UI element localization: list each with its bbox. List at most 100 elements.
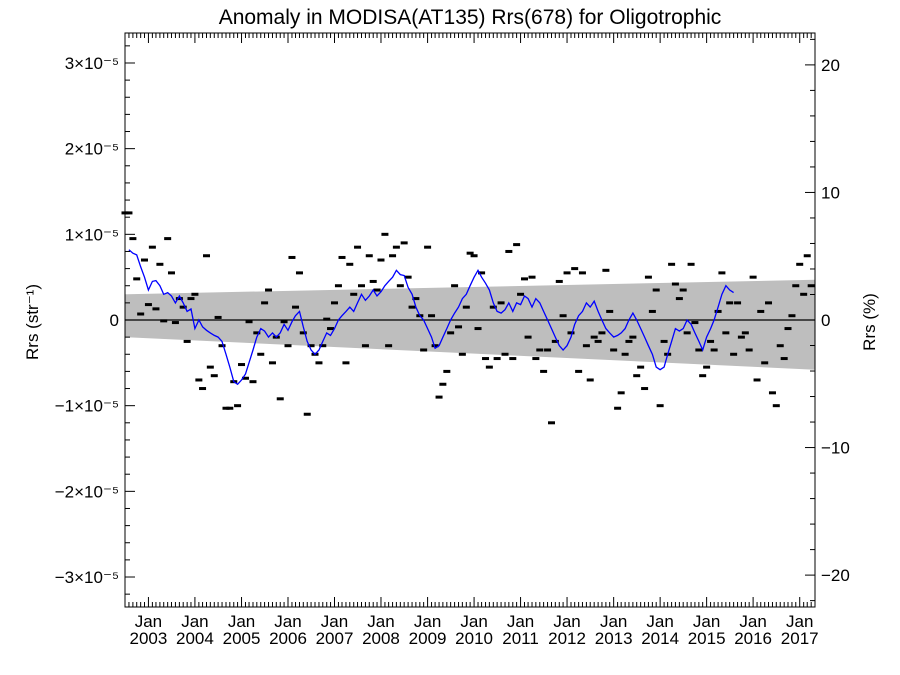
confidence-band bbox=[125, 279, 815, 370]
data-point bbox=[257, 352, 265, 356]
data-point bbox=[536, 348, 544, 352]
x-tick-month-label: Jan bbox=[460, 612, 487, 631]
data-point bbox=[435, 395, 443, 399]
data-point bbox=[586, 378, 594, 382]
data-point bbox=[730, 352, 738, 356]
data-point bbox=[338, 255, 346, 259]
x-tick-month-label: Jan bbox=[553, 612, 580, 631]
data-point bbox=[400, 241, 408, 245]
x-tick-year-label: 2006 bbox=[269, 629, 307, 648]
data-point bbox=[582, 344, 590, 348]
data-point bbox=[734, 301, 742, 305]
data-point bbox=[125, 211, 133, 215]
data-point bbox=[621, 352, 629, 356]
data-point bbox=[644, 275, 652, 279]
x-tick-year-label: 2016 bbox=[734, 629, 772, 648]
right-tick-label: 20 bbox=[821, 56, 840, 75]
data-point bbox=[156, 262, 164, 266]
right-tick-label: 10 bbox=[821, 183, 840, 202]
data-point bbox=[323, 317, 331, 321]
data-point bbox=[392, 245, 400, 249]
x-axis: Jan2003Jan2004Jan2005Jan2006Jan2007Jan20… bbox=[124, 33, 819, 648]
x-tick-month-label: Jan bbox=[507, 612, 534, 631]
right-tick-label: −10 bbox=[821, 439, 850, 458]
data-point bbox=[171, 321, 179, 325]
x-tick-month-label: Jan bbox=[600, 612, 627, 631]
data-point bbox=[625, 339, 633, 343]
data-point bbox=[598, 331, 606, 335]
data-point bbox=[292, 305, 300, 309]
data-point bbox=[350, 292, 358, 296]
x-tick-year-label: 2015 bbox=[688, 629, 726, 648]
data-point bbox=[757, 309, 765, 313]
data-point bbox=[679, 288, 687, 292]
smoothed-line-path bbox=[128, 249, 734, 386]
data-point bbox=[571, 267, 579, 271]
data-point bbox=[726, 301, 734, 305]
data-point bbox=[404, 275, 412, 279]
data-point bbox=[385, 344, 393, 348]
data-point bbox=[474, 327, 482, 331]
data-point bbox=[179, 305, 187, 309]
data-point bbox=[357, 284, 365, 288]
data-point bbox=[175, 297, 183, 301]
x-tick-year-label: 2013 bbox=[595, 629, 633, 648]
data-point bbox=[780, 357, 788, 361]
data-point bbox=[226, 406, 234, 410]
data-point bbox=[451, 284, 459, 288]
data-point bbox=[540, 369, 548, 373]
data-point bbox=[408, 305, 416, 309]
data-point bbox=[668, 262, 676, 266]
data-point bbox=[381, 232, 389, 236]
data-point bbox=[191, 292, 199, 296]
data-point bbox=[485, 365, 493, 369]
left-axis-title: Rrs (str⁻¹) bbox=[23, 284, 42, 360]
x-tick-month-label: Jan bbox=[739, 612, 766, 631]
data-point bbox=[342, 361, 350, 365]
data-point bbox=[521, 277, 529, 281]
data-point bbox=[137, 312, 145, 316]
data-point bbox=[307, 344, 315, 348]
data-point bbox=[509, 357, 517, 361]
data-point bbox=[222, 406, 230, 410]
data-point bbox=[412, 297, 420, 301]
data-point bbox=[714, 309, 722, 313]
x-tick-year-label: 2011 bbox=[502, 629, 539, 648]
data-point bbox=[160, 319, 168, 323]
data-point bbox=[753, 378, 761, 382]
data-point bbox=[183, 339, 191, 343]
x-tick-month-label: Jan bbox=[367, 612, 394, 631]
data-point bbox=[749, 275, 757, 279]
data-point bbox=[803, 254, 811, 258]
data-point bbox=[140, 258, 148, 262]
left-tick-label: 1×10⁻⁵ bbox=[65, 225, 119, 244]
left-tick-label: 0 bbox=[110, 311, 119, 330]
data-point bbox=[590, 335, 598, 339]
right-axis-title: Rrs (%) bbox=[860, 293, 879, 351]
x-tick-year-label: 2010 bbox=[455, 629, 493, 648]
data-point bbox=[346, 262, 354, 266]
data-point bbox=[319, 344, 327, 348]
data-point bbox=[361, 344, 369, 348]
data-point bbox=[788, 314, 796, 318]
data-point bbox=[532, 357, 540, 361]
data-point bbox=[575, 369, 583, 373]
data-point bbox=[327, 327, 335, 331]
x-tick-year-label: 2004 bbox=[176, 629, 214, 648]
band-polygon bbox=[125, 279, 815, 370]
left-tick-label: 2×10⁻⁵ bbox=[65, 140, 119, 159]
smoothed-anomaly-line bbox=[128, 249, 734, 386]
data-point bbox=[299, 331, 307, 335]
data-point bbox=[648, 309, 656, 313]
data-point bbox=[148, 245, 156, 249]
data-point bbox=[144, 303, 152, 307]
data-point bbox=[699, 374, 707, 378]
data-point bbox=[718, 271, 726, 275]
data-point bbox=[660, 339, 668, 343]
data-point bbox=[772, 404, 780, 408]
data-point bbox=[447, 331, 455, 335]
data-point bbox=[431, 344, 439, 348]
data-point bbox=[420, 348, 428, 352]
left-tick-label: −2×10⁻⁵ bbox=[55, 482, 119, 501]
data-point bbox=[478, 271, 486, 275]
